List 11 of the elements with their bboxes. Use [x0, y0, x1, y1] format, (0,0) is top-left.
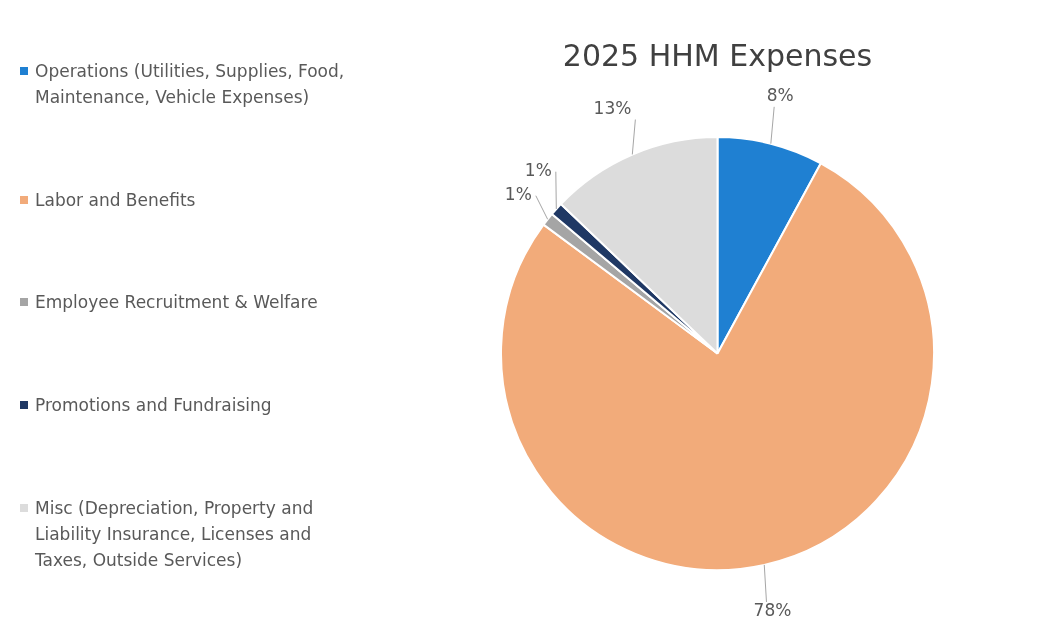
legend-label: Misc (Depreciation, Property and Liability Insurance, Licenses and Taxes, Outside Services)	[35, 496, 315, 572]
chart-title: 2025 HHM Expenses	[562, 37, 873, 73]
data-label: 78%	[753, 600, 792, 621]
legend-label: Labor and Benefits	[35, 188, 196, 212]
data-label: 13%	[593, 97, 632, 118]
data-label: 1%	[524, 160, 552, 181]
legend-label: Operations (Utilities, Supplies, Food, Maintenance, Vehicle Expenses)	[35, 60, 346, 110]
legend-label: Promotions and Fundraising	[35, 394, 272, 418]
legend-label: Employee Recruitment & Welfare	[35, 291, 318, 315]
data-label: 1%	[504, 184, 532, 205]
data-label: 8%	[766, 85, 794, 106]
